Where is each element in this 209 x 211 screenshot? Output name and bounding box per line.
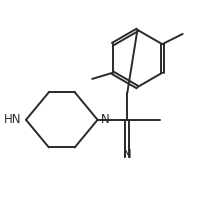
Text: N: N bbox=[101, 113, 109, 126]
Text: HN: HN bbox=[3, 113, 21, 126]
Text: N: N bbox=[123, 148, 132, 161]
